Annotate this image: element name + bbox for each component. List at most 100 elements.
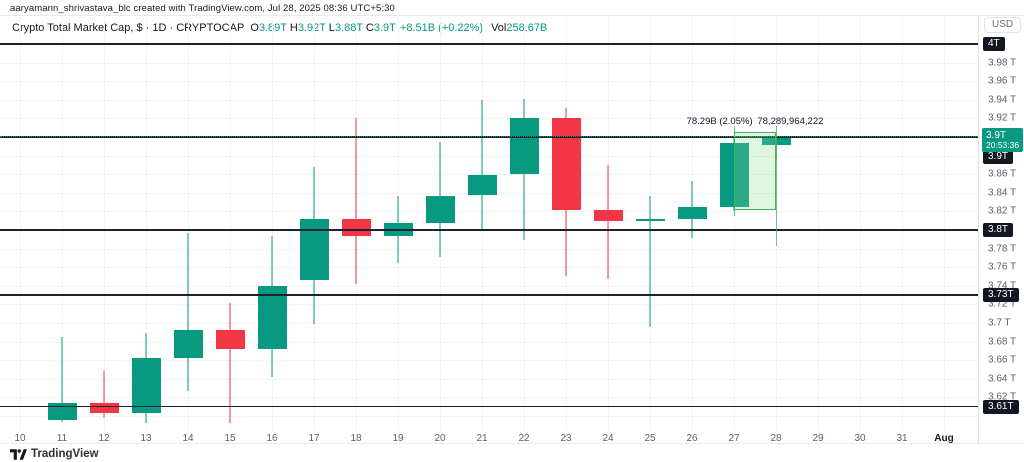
price-range-label: 78.29B (2.05%) 78,289,964,222: [686, 116, 824, 128]
h-gridline: [0, 341, 978, 343]
price-range-right-edge: [775, 126, 777, 246]
time-tick-20: 20: [434, 433, 446, 444]
price-level-line-3.73T[interactable]: [0, 294, 978, 296]
candle-body: [551, 118, 581, 211]
h-gridline: [0, 360, 978, 362]
candle-body: [635, 218, 665, 222]
candle-body: [467, 175, 497, 195]
price-tick: 3.96 T: [988, 75, 1017, 87]
v-gridline: [188, 16, 189, 432]
bar-countdown: 20:53:36: [986, 140, 1020, 150]
candle-wick: [355, 118, 357, 284]
v-gridline: [944, 16, 945, 432]
candle-wick: [61, 336, 63, 422]
candle-body: [677, 206, 707, 219]
price-level-badge-3.73T: 3.73T: [983, 288, 1019, 303]
candle-wick: [649, 195, 651, 327]
time-tick-25: 25: [644, 433, 656, 444]
ohlc-value: 3.92T: [297, 22, 326, 34]
price-level-line-3.9T[interactable]: [0, 136, 978, 138]
time-tick-28: 28: [770, 433, 782, 444]
time-tick-17: 17: [308, 433, 320, 444]
price-axis[interactable]: 3.98 T 3.96 T 3.94 T 3.92 T 3.86 T 3.84 T 3.82…: [978, 16, 1024, 443]
h-gridline: [0, 174, 978, 176]
pane-divider: [0, 15, 1024, 16]
price-tick: 3.94 T: [988, 94, 1017, 106]
price-tick: 3.62 T: [988, 391, 1017, 403]
candle-body: [425, 195, 455, 224]
h-gridline: [0, 304, 978, 306]
time-tick-26: 26: [686, 433, 698, 444]
current-price-value: 3.9T: [986, 130, 1007, 141]
time-tick-16: 16: [266, 433, 278, 444]
time-tick-19: 19: [392, 433, 404, 444]
time-tick-18: 18: [350, 433, 362, 444]
price-tick: 3.84 T: [988, 187, 1017, 199]
v-gridline: [272, 16, 273, 432]
price-tick: 3.66 T: [988, 354, 1017, 366]
price-level-badge-3.61T: 3.61T: [983, 399, 1019, 414]
time-tick-29: 29: [812, 433, 824, 444]
price-level-line-3.8T[interactable]: [0, 229, 978, 231]
ohlc-value: 3.9T: [373, 22, 396, 34]
candle-body: [215, 330, 245, 350]
candle-wick: [103, 371, 105, 418]
price-level-badge-3.8T: 3.8T: [983, 223, 1014, 237]
time-tick-14: 14: [182, 433, 194, 444]
h-gridline: [0, 248, 978, 250]
time-tick-Aug: Aug: [934, 433, 954, 444]
price-level-line-3.61T[interactable]: [0, 405, 978, 408]
h-gridline: [0, 397, 978, 399]
time-tick-15: 15: [224, 433, 236, 444]
price-range-box[interactable]: [734, 132, 776, 210]
candle-wick: [187, 232, 189, 391]
price-tick: 3.76 T: [988, 261, 1017, 273]
v-gridline: [902, 16, 903, 432]
h-gridline: [0, 81, 978, 83]
tradingview-brand-text: TradingView: [31, 448, 99, 460]
current-price-badge: 3.9T 20:53:36: [982, 128, 1024, 152]
h-gridline: [0, 323, 978, 324]
price-tick: 3.68 T: [988, 336, 1017, 348]
time-axis[interactable]: 10 11 12 13 14 15 16 17 18 19 20 21 22 23 24 25 26 27 28 29…: [0, 432, 978, 444]
v-gridline: [230, 16, 231, 432]
h-gridline: [0, 285, 978, 287]
symbol-title[interactable]: Crypto Total Market Cap, $ · 1D · CRYPTO…: [12, 22, 245, 34]
v-gridline: [860, 16, 861, 432]
ohlc-values: O3.89T H3.92T L3.88T C3.9T: [250, 22, 396, 34]
candle-body: [89, 402, 119, 414]
chart-plot-area[interactable]: 78.29B (2.05%) 78,289,964,222: [0, 0, 978, 443]
v-gridline: [20, 16, 21, 432]
price-tick: 3.82 T: [988, 205, 1017, 217]
v-gridline: [818, 16, 819, 432]
v-gridline: [734, 16, 735, 432]
current-price-line: [0, 135, 978, 137]
tradingview-logo[interactable]: TradingView: [10, 448, 99, 460]
time-tick-31: 31: [896, 433, 908, 444]
attribution-text: aaryamann_shrivastava_blc created with T…: [10, 3, 395, 14]
price-tick: 3.92 T: [988, 112, 1017, 124]
price-tick: 3.64 T: [988, 373, 1017, 385]
ohlc-label: L: [325, 22, 335, 34]
change-value: +8.51B (+0.22%): [399, 22, 484, 34]
time-tick-12: 12: [98, 433, 110, 444]
time-tick-11: 11: [56, 433, 68, 444]
ohlc-label: C: [362, 22, 374, 34]
time-tick-13: 13: [140, 433, 152, 444]
candle-body: [299, 218, 329, 281]
time-tick-22: 22: [518, 433, 530, 444]
h-gridline: [0, 267, 978, 269]
price-tick: 3.78 T: [988, 243, 1017, 255]
price-tick: 3.72 T: [988, 298, 1017, 310]
footer-divider: [0, 443, 1024, 444]
price-level-line-4T[interactable]: [0, 43, 978, 45]
time-tick-30: 30: [854, 433, 866, 444]
currency-toggle[interactable]: USD: [984, 17, 1022, 33]
chart-legend: Crypto Total Market Cap, $ · 1D · CRYPTO…: [12, 22, 547, 34]
ohlc-value: 3.88T: [334, 22, 363, 34]
price-level-badge-4T: 4T: [983, 37, 1005, 51]
time-tick-23: 23: [560, 433, 572, 444]
candle-body: [131, 358, 161, 414]
ohlc-label: H: [286, 22, 298, 34]
h-gridline: [0, 99, 978, 101]
